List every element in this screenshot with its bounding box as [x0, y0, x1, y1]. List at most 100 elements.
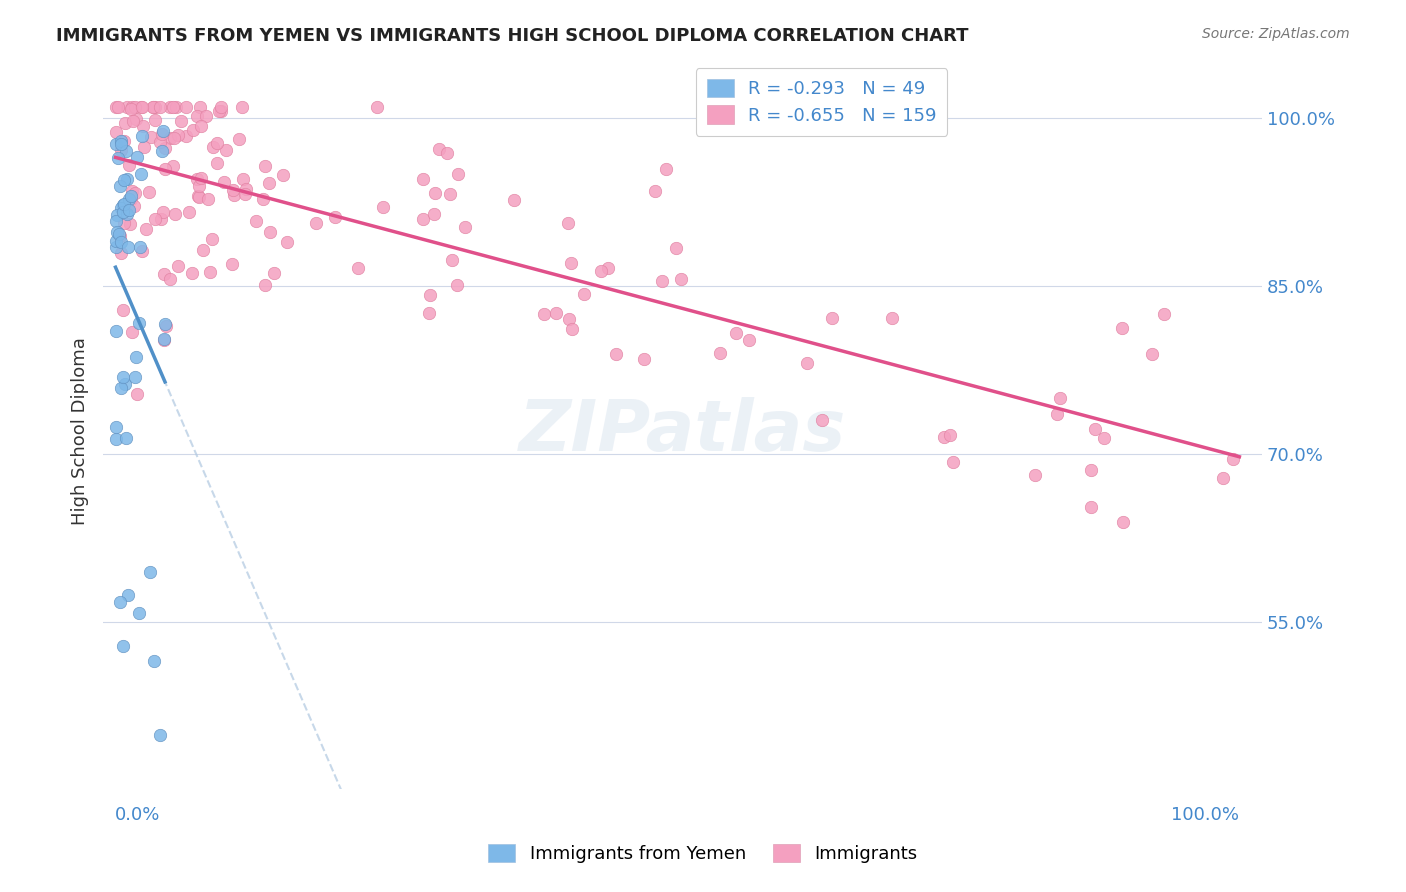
Legend: R = -0.293   N = 49, R = -0.655   N = 159: R = -0.293 N = 49, R = -0.655 N = 159 — [696, 68, 948, 136]
Point — [112, 198, 135, 212]
Point — [141, 130, 163, 145]
Point — [111, 204, 134, 219]
Point — [325, 211, 347, 225]
Point — [190, 119, 212, 133]
Point — [939, 428, 962, 442]
Point — [107, 227, 129, 241]
Point — [120, 192, 142, 206]
Point — [371, 200, 394, 214]
Point — [114, 197, 136, 211]
Point — [201, 232, 224, 246]
Point — [347, 260, 370, 275]
Point — [423, 186, 446, 200]
Point — [131, 244, 153, 258]
Point — [245, 214, 267, 228]
Point — [132, 140, 155, 154]
Point — [131, 129, 153, 144]
Point — [149, 211, 172, 226]
Point — [112, 370, 135, 384]
Point — [664, 241, 686, 255]
Point — [209, 100, 232, 114]
Point — [121, 100, 143, 114]
Point — [143, 113, 166, 128]
Point — [155, 318, 177, 332]
Point — [112, 172, 135, 186]
Point — [427, 142, 450, 156]
Point — [117, 240, 139, 254]
Point — [165, 100, 187, 114]
Text: Source: ZipAtlas.com: Source: ZipAtlas.com — [1202, 27, 1350, 41]
Point — [212, 176, 235, 190]
Point — [142, 100, 165, 114]
Y-axis label: High School Diploma: High School Diploma — [72, 337, 89, 525]
Point — [115, 145, 138, 159]
Point — [1046, 407, 1069, 421]
Point — [589, 263, 612, 277]
Point — [131, 100, 153, 114]
Point — [117, 158, 139, 172]
Point — [105, 208, 128, 222]
Point — [121, 184, 143, 198]
Point — [821, 311, 844, 326]
Point — [118, 193, 141, 207]
Point — [725, 326, 748, 340]
Point — [709, 345, 731, 359]
Point — [533, 307, 555, 321]
Point — [271, 168, 294, 182]
Legend: Immigrants from Yemen, Immigrants: Immigrants from Yemen, Immigrants — [478, 833, 928, 874]
Point — [124, 100, 146, 114]
Point — [152, 267, 174, 281]
Point — [111, 639, 134, 653]
Point — [209, 104, 232, 119]
Point — [276, 235, 298, 249]
Point — [129, 240, 152, 254]
Point — [150, 127, 173, 141]
Point — [305, 216, 328, 230]
Point — [139, 566, 162, 580]
Point — [149, 136, 172, 150]
Point — [228, 132, 250, 146]
Point — [138, 185, 160, 199]
Point — [105, 100, 128, 114]
Point — [560, 256, 582, 270]
Point — [233, 186, 256, 201]
Point — [162, 131, 184, 145]
Point — [129, 100, 152, 114]
Point — [131, 167, 153, 181]
Point — [159, 272, 181, 286]
Point — [1049, 391, 1071, 405]
Point — [128, 316, 150, 330]
Point — [162, 159, 184, 173]
Point — [546, 306, 568, 320]
Point — [221, 257, 243, 271]
Point — [152, 124, 174, 138]
Point — [880, 310, 903, 325]
Point — [105, 234, 128, 248]
Point — [128, 606, 150, 620]
Point — [1111, 320, 1133, 334]
Point — [124, 370, 146, 384]
Point — [110, 136, 132, 151]
Point — [131, 119, 153, 133]
Point — [605, 347, 627, 361]
Point — [186, 109, 208, 123]
Text: 100.0%: 100.0% — [1171, 806, 1240, 824]
Point — [1153, 306, 1175, 320]
Point — [651, 274, 673, 288]
Point — [104, 137, 127, 152]
Point — [232, 171, 254, 186]
Point — [112, 216, 135, 230]
Point — [105, 125, 128, 139]
Point — [107, 100, 129, 114]
Point — [167, 128, 190, 143]
Point — [231, 100, 253, 114]
Point — [558, 312, 581, 326]
Point — [141, 100, 163, 114]
Point — [125, 350, 148, 364]
Point — [671, 272, 693, 286]
Point — [110, 235, 132, 250]
Point — [110, 381, 132, 395]
Text: ZIPatlas: ZIPatlas — [519, 397, 846, 466]
Point — [253, 159, 276, 173]
Point — [934, 429, 956, 443]
